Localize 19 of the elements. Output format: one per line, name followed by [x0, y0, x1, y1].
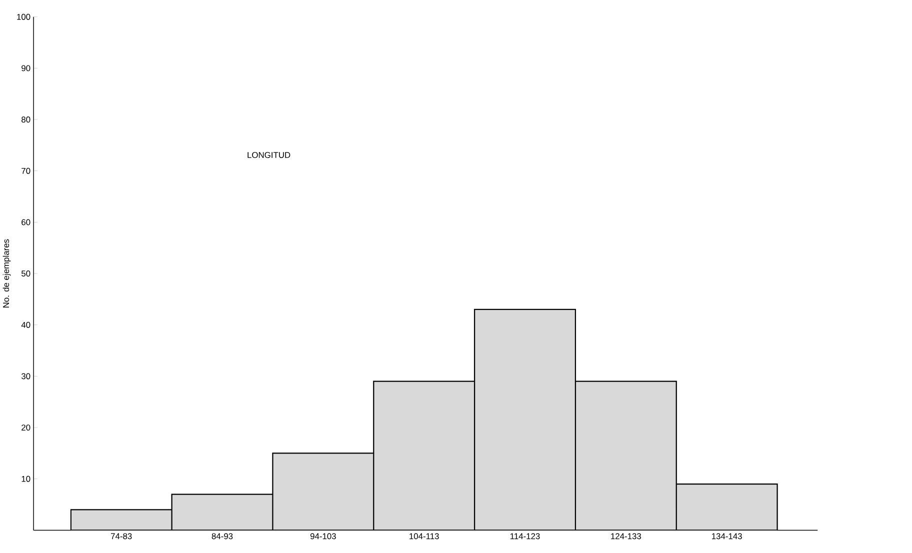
y-tick-label: 70: [22, 168, 30, 174]
text: LONGITUD: [248, 152, 290, 158]
y-tick-label: 80: [22, 116, 30, 123]
y-tick-label: 10: [22, 476, 30, 482]
y-tick-label: 50: [22, 270, 30, 277]
y-tick-label: 30: [21, 373, 30, 380]
y-tick-label: 100: [17, 14, 30, 20]
x-tick-label: 104-113: [410, 533, 439, 540]
x-tick-label: 74-83: [111, 533, 132, 540]
x-tick-label: 134-143: [712, 533, 742, 540]
y-tick-label: 90: [22, 65, 30, 72]
x-tick-label: 114-123: [510, 533, 540, 540]
y-tick-label: 60: [22, 219, 30, 226]
y-axis-title: No. de ejemplares: [2, 239, 11, 308]
x-tick-label: 84-93: [212, 533, 233, 540]
y-tick-label: 20: [22, 424, 30, 431]
y-tick-label: 40: [21, 322, 30, 328]
x-tick-label: 94-103: [310, 533, 336, 540]
x-tick-label: 124-133: [611, 533, 641, 540]
